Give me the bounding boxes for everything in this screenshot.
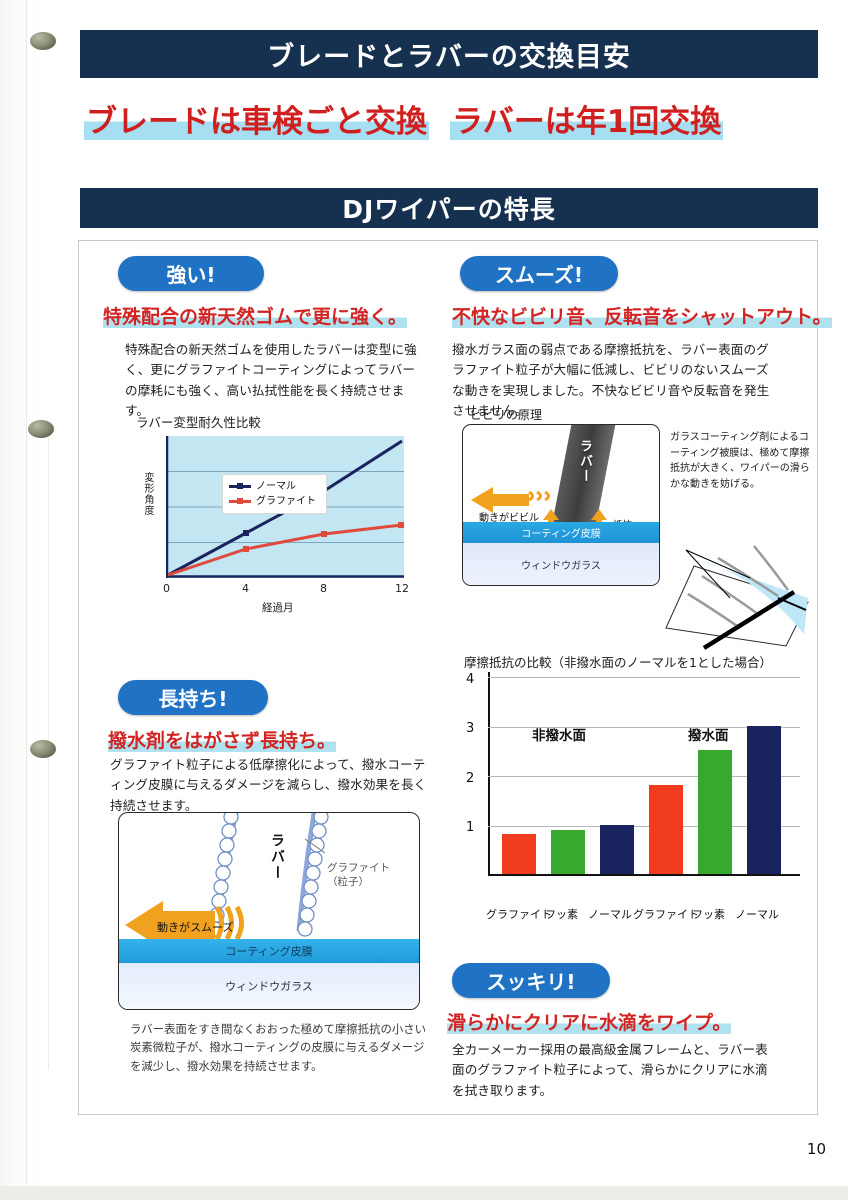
chart-x-tick: 0 bbox=[163, 582, 170, 595]
chart-x-tick: 4 bbox=[242, 582, 249, 595]
diagram-cross-section: ラバー 動きがビビル 抵抗 コーティング皮膜 ウィンドウガラス bbox=[462, 424, 660, 586]
feature-caption-long-lasting: ラバー表面をすき間なくおおった極めて摩擦抵抗の小さい炭素微粒子が、撥水コーティン… bbox=[130, 1022, 427, 1073]
graphite-particle-label-line2: （粒子） bbox=[327, 876, 369, 889]
chart-plot-area: 1 2 3 4 非撥水面 撥水面 グラファイト フッ素 ノーマル グラファイト … bbox=[466, 672, 800, 921]
diagram-title: ビビリの原理 bbox=[470, 408, 543, 422]
chart-y-tick: 2 bbox=[466, 771, 475, 786]
bar-fluorine-repellent bbox=[698, 750, 732, 874]
chart-x-axis-label: 経過月 bbox=[262, 602, 294, 614]
chart-gridline bbox=[488, 825, 800, 827]
feature-headline-smooth-text: 不快なビビリ音、反転音をシャットアウト。 bbox=[452, 306, 832, 328]
chart-group-label-non-repellent: 非撥水面 bbox=[532, 728, 586, 744]
feature-headline-long-lasting: 撥水剤をはがさず長持ち。 bbox=[108, 726, 337, 753]
paper-edge-line bbox=[26, 0, 27, 1200]
chart-title: ラバー変型耐久性比較 bbox=[136, 415, 261, 430]
graphite-particle-label: グラファイト （粒子） bbox=[327, 861, 390, 889]
feature-pill-strong: 強い! bbox=[118, 256, 264, 291]
feature-body-clean: 全カーメーカー採用の最高級金属フレームと、ラバー表面のグラファイト粒子によって、… bbox=[452, 1042, 768, 1098]
bar-fluorine-non-repellent bbox=[551, 829, 585, 874]
page-number: 10 bbox=[806, 1140, 826, 1158]
chart-gridline bbox=[488, 726, 800, 728]
chart-y-axis-label: 変形角度 bbox=[142, 472, 153, 516]
legend-swatch-graphite bbox=[229, 498, 251, 504]
subheadline-blade-replacement: ブレードは車検ごと交換 bbox=[84, 96, 429, 141]
chart-category-label: ノーマル bbox=[735, 908, 779, 921]
feature-body-strong: 特殊配合の新天然ゴムを使用したラバーは変型に強く、更にグラファイトコーティングに… bbox=[125, 342, 417, 419]
diagram-bibiri-principle: ビビリの原理 ラバー 動きがビビル 抵抗 コーティング皮膜 ウィンドウガラス ガ… bbox=[462, 406, 812, 651]
movement-label: 動きがビビル bbox=[479, 513, 539, 524]
bar-graphite-repellent bbox=[649, 784, 683, 874]
subheadline-rubber-text: ラバーは年1回交換 bbox=[450, 104, 724, 140]
chart-category-label: フッ素 bbox=[692, 908, 725, 921]
chart-category-label: グラファイト bbox=[486, 908, 552, 921]
feature-headline-smooth: 不快なビビリ音、反転音をシャットアウト。 bbox=[452, 302, 832, 329]
legend-item-graphite: グラファイト bbox=[229, 494, 316, 509]
chart-y-tick: 4 bbox=[466, 672, 475, 687]
chart-x-tick: 12 bbox=[395, 582, 409, 595]
chart-category-label: ノーマル bbox=[588, 908, 632, 921]
paper-bottom-shadow bbox=[0, 1186, 848, 1200]
rubber-label: ラバー bbox=[269, 833, 285, 881]
bar-graphite-non-repellent bbox=[502, 834, 536, 874]
orange-arrow-icon bbox=[471, 487, 550, 513]
chart-legend: ノーマル グラファイト bbox=[222, 474, 327, 514]
section-title-replacement-guide: ブレードとラバーの交換目安 bbox=[80, 30, 818, 78]
chart-x-tick: 8 bbox=[320, 582, 327, 595]
bar-normal-non-repellent bbox=[600, 824, 634, 874]
movement-label: 動きがスムーズ bbox=[157, 921, 234, 934]
chart-x-axis bbox=[488, 874, 800, 876]
feature-headline-strong-text: 特殊配合の新天然ゴムで更に強く。 bbox=[103, 306, 408, 328]
feature-pill-smooth: スムーズ! bbox=[460, 256, 618, 291]
chart-plot-area: ノーマル グラファイト bbox=[165, 436, 404, 578]
chart-gridline bbox=[488, 776, 800, 777]
chart-y-axis bbox=[488, 672, 490, 876]
binder-hole-icon bbox=[30, 32, 56, 50]
diagram-graphite-particles: ラバー 動きがスムーズ グラファイト （粒子） コーティング皮膜 ウィンドウガラ… bbox=[118, 812, 420, 1010]
coating-layer-label: コーティング皮膜 bbox=[119, 939, 419, 963]
feature-body-long-lasting: グラファイト粒子による低摩擦化によって、撥水コーティング皮膜に与えるダメージを減… bbox=[110, 757, 427, 813]
glass-layer-label: ウィンドウガラス bbox=[119, 963, 419, 1009]
diagram-note: ガラスコーティング剤によるコーティング被膜は、極めて摩擦抵抗が大きく、ワイパーの… bbox=[670, 432, 810, 490]
feature-headline-long-lasting-text: 撥水剤をはがさず長持ち。 bbox=[108, 730, 337, 752]
graphite-particle-label-line1: グラファイト bbox=[327, 862, 390, 874]
chart-title: 摩擦抵抗の比較（非撥水面のノーマルを1とした場合） bbox=[464, 655, 772, 670]
bar-normal-repellent bbox=[747, 725, 781, 874]
feature-headline-clean: 滑らかにクリアに水滴をワイプ。 bbox=[447, 1008, 732, 1035]
section-title-dj-wiper-features: DJワイパーの特長 bbox=[80, 188, 818, 228]
chart-group-label-repellent: 撥水面 bbox=[688, 728, 729, 744]
chart-category-label: グラファイト bbox=[633, 908, 699, 921]
legend-label-normal: ノーマル bbox=[256, 481, 296, 492]
chart-gridline bbox=[488, 677, 800, 678]
chart-y-tick: 3 bbox=[466, 721, 475, 736]
legend-label-graphite: グラファイト bbox=[256, 496, 316, 507]
graphite-diagram-svg bbox=[125, 813, 329, 951]
coating-layer-label: コーティング皮膜 bbox=[463, 522, 659, 543]
subheadline-rubber-replacement: ラバーは年1回交換 bbox=[450, 96, 724, 141]
chart-y-tick: 1 bbox=[466, 820, 475, 835]
feature-body-smooth: 撥水ガラス面の弱点である摩擦抵抗を、ラバー表面のグラファイト粒子が大幅に低減し、… bbox=[452, 342, 770, 419]
legend-item-normal: ノーマル bbox=[229, 479, 316, 494]
feature-headline-strong: 特殊配合の新天然ゴムで更に強く。 bbox=[103, 302, 408, 329]
chart-friction-resistance-comparison: 摩擦抵抗の比較（非撥水面のノーマルを1とした場合） 1 2 3 4 非撥水面 撥… bbox=[458, 652, 810, 921]
binder-hole-icon bbox=[30, 740, 56, 758]
legend-swatch-normal bbox=[229, 483, 251, 489]
feature-pill-long-lasting: 長持ち! bbox=[118, 680, 268, 715]
rubber-label: ラバー bbox=[577, 439, 592, 484]
glass-layer-label: ウィンドウガラス bbox=[463, 543, 659, 585]
chart-category-label: フッ素 bbox=[545, 908, 578, 921]
feature-pill-clean: スッキリ! bbox=[452, 963, 610, 998]
binder-hole-icon bbox=[28, 420, 54, 438]
windshield-fan-illustration bbox=[665, 545, 809, 650]
subheadline-blade-text: ブレードは車検ごと交換 bbox=[84, 104, 429, 140]
feature-headline-clean-text: 滑らかにクリアに水滴をワイプ。 bbox=[447, 1012, 732, 1034]
chart-rubber-deformation-durability: ラバー変型耐久性比較 変形角度 ノーマル bbox=[136, 412, 416, 614]
